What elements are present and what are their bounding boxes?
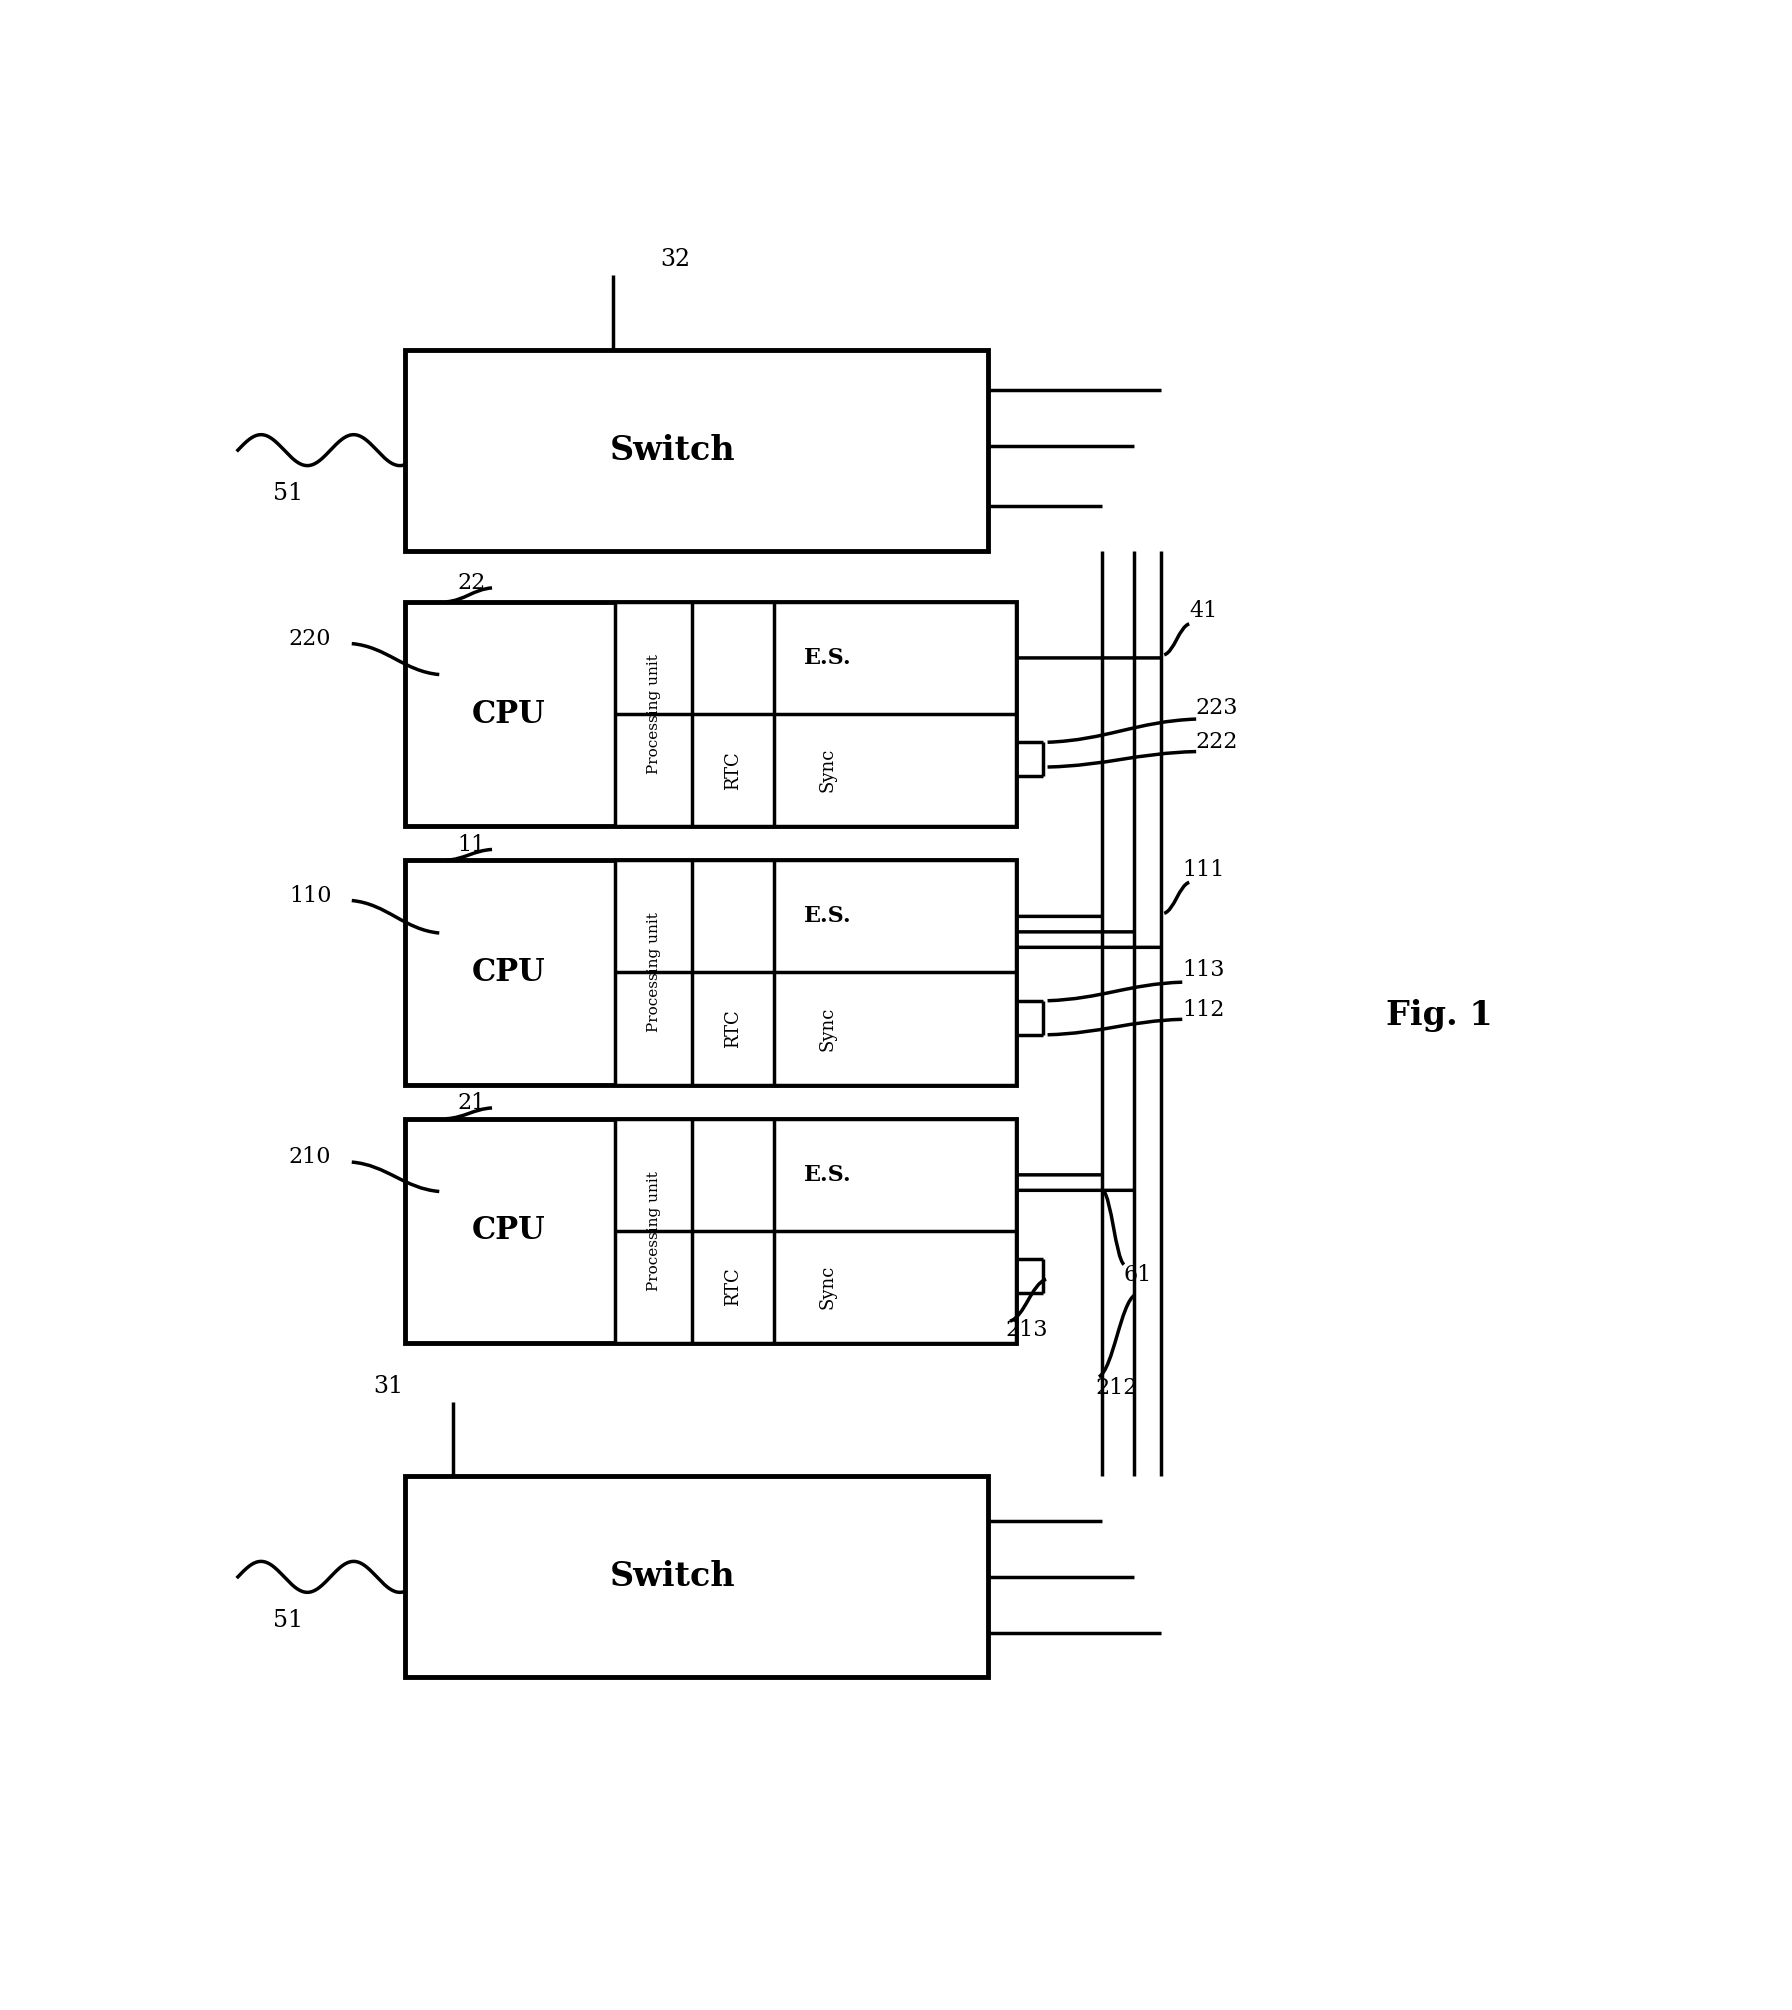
Text: 222: 222 [1195, 732, 1238, 754]
FancyBboxPatch shape [405, 1120, 1016, 1343]
Text: 51: 51 [272, 482, 303, 505]
Text: 220: 220 [289, 627, 332, 649]
Text: 22: 22 [457, 573, 486, 595]
Text: E.S.: E.S. [805, 904, 851, 927]
Text: 113: 113 [1183, 959, 1224, 981]
Text: Switch: Switch [609, 1560, 737, 1594]
Text: RTC: RTC [724, 1268, 742, 1306]
Text: 112: 112 [1183, 999, 1224, 1021]
Text: 223: 223 [1195, 697, 1238, 720]
FancyBboxPatch shape [405, 601, 1016, 826]
Text: 41: 41 [1188, 601, 1217, 623]
Text: RTC: RTC [724, 752, 742, 790]
FancyBboxPatch shape [405, 350, 987, 551]
Text: 213: 213 [1005, 1319, 1048, 1341]
Text: 110: 110 [289, 884, 332, 907]
Text: E.S.: E.S. [805, 647, 851, 669]
FancyBboxPatch shape [615, 601, 1016, 826]
Text: 111: 111 [1183, 858, 1224, 880]
Text: 32: 32 [659, 249, 690, 271]
Text: E.S.: E.S. [805, 1164, 851, 1186]
Text: Sync: Sync [819, 1264, 837, 1309]
FancyBboxPatch shape [405, 1475, 987, 1678]
Text: Processing unit: Processing unit [647, 913, 661, 1033]
Text: Sync: Sync [819, 748, 837, 792]
FancyBboxPatch shape [405, 860, 1016, 1085]
Text: 11: 11 [457, 834, 486, 856]
Text: Processing unit: Processing unit [647, 653, 661, 774]
Text: 21: 21 [457, 1091, 486, 1114]
FancyBboxPatch shape [615, 860, 1016, 1085]
Text: Fig. 1: Fig. 1 [1385, 999, 1493, 1031]
Text: RTC: RTC [724, 1009, 742, 1047]
Text: 212: 212 [1097, 1377, 1138, 1399]
Text: 210: 210 [289, 1146, 332, 1168]
FancyBboxPatch shape [615, 1120, 1016, 1343]
Text: CPU: CPU [471, 1216, 545, 1246]
Text: 61: 61 [1124, 1264, 1152, 1286]
Text: CPU: CPU [471, 699, 545, 730]
Text: Sync: Sync [819, 1007, 837, 1051]
Text: CPU: CPU [471, 957, 545, 989]
Text: 31: 31 [373, 1375, 403, 1399]
Text: Switch: Switch [609, 434, 737, 466]
Text: Processing unit: Processing unit [647, 1172, 661, 1290]
Text: 51: 51 [272, 1608, 303, 1632]
